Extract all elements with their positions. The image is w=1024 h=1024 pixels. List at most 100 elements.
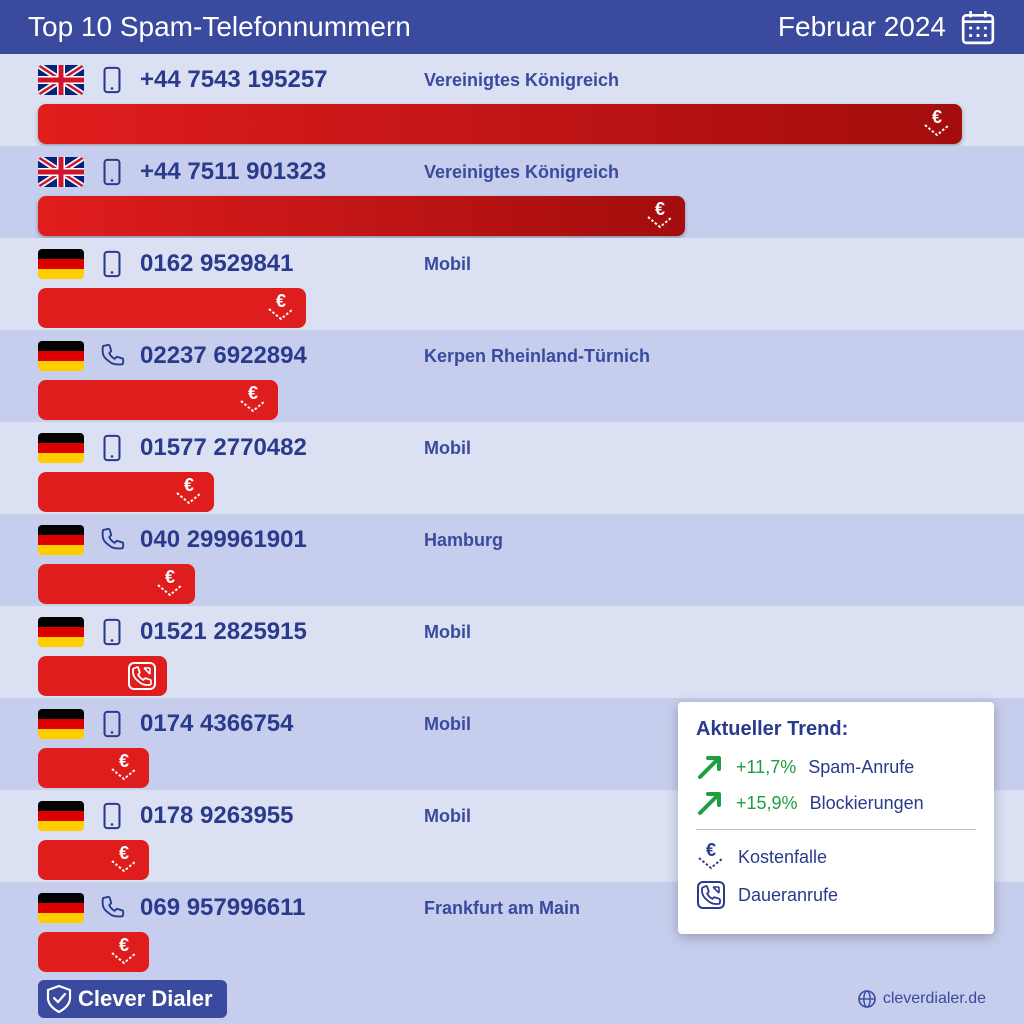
flag-gb-icon — [38, 157, 84, 187]
globe-icon — [857, 989, 877, 1009]
euro-marker-icon — [922, 109, 952, 139]
euro-marker-icon — [109, 845, 139, 875]
call-legend-icon — [696, 880, 726, 910]
bar-track — [38, 104, 962, 144]
trend-item: +11,7% Spam-Anrufe — [696, 753, 976, 781]
location-label: Vereinigtes Königreich — [424, 162, 619, 183]
spam-row: 0162 9529841 Mobil — [0, 238, 1024, 330]
landline-phone-icon — [98, 342, 126, 370]
trend-pct: +11,7% — [736, 757, 796, 778]
location-label: Frankfurt am Main — [424, 898, 580, 919]
legend-item: Daueranrufe — [696, 880, 976, 910]
trend-title: Aktueller Trend: — [696, 718, 976, 741]
euro-marker-icon — [155, 569, 185, 599]
phone-number: 040 299961901 — [140, 526, 400, 554]
legend-label: Kostenfalle — [738, 847, 827, 868]
flag-de-icon — [38, 801, 84, 831]
spam-bar — [38, 104, 962, 144]
mobile-phone-icon — [98, 802, 126, 830]
header: Top 10 Spam-Telefonnummern Februar 2024 — [0, 0, 1024, 54]
page-title: Top 10 Spam-Telefonnummern — [28, 11, 411, 43]
location-label: Mobil — [424, 622, 471, 643]
bar-track — [38, 472, 962, 512]
spam-row: 01521 2825915 Mobil — [0, 606, 1024, 698]
phone-number: 02237 6922894 — [140, 342, 400, 370]
location-label: Kerpen Rheinland-Türnich — [424, 346, 650, 367]
flag-de-icon — [38, 893, 84, 923]
euro-marker-icon — [109, 753, 139, 783]
mobile-phone-icon — [98, 618, 126, 646]
spam-bar — [38, 564, 195, 604]
spam-row: 02237 6922894 Kerpen Rheinland-Türnich — [0, 330, 1024, 422]
bar-track — [38, 656, 962, 696]
landline-phone-icon — [98, 526, 126, 554]
flag-de-icon — [38, 249, 84, 279]
phone-number: 069 957996611 — [140, 894, 400, 922]
bar-track — [38, 380, 962, 420]
calendar-icon — [960, 9, 996, 45]
trend-separator — [696, 829, 976, 830]
spam-bar — [38, 472, 214, 512]
flag-de-icon — [38, 341, 84, 371]
site-link: cleverdialer.de — [857, 989, 986, 1009]
bar-track — [38, 564, 962, 604]
mobile-phone-icon — [98, 250, 126, 278]
flag-de-icon — [38, 617, 84, 647]
header-month: Februar 2024 — [778, 9, 996, 45]
trend-item: +15,9% Blockierungen — [696, 789, 976, 817]
phone-number: +44 7511 901323 — [140, 158, 400, 186]
spam-row: 040 299961901 Hamburg — [0, 514, 1024, 606]
spam-bar — [38, 196, 685, 236]
spam-bar — [38, 288, 306, 328]
spam-bar — [38, 380, 278, 420]
brand-badge: Clever Dialer — [38, 980, 227, 1018]
flag-de-icon — [38, 433, 84, 463]
arrow-up-icon — [696, 753, 724, 781]
trend-label: Blockierungen — [810, 793, 924, 814]
spam-bar — [38, 748, 149, 788]
euro-marker-icon — [266, 293, 296, 323]
footer: Clever Dialer cleverdialer.de — [0, 974, 1024, 1024]
landline-phone-icon — [98, 894, 126, 922]
euro-marker-icon — [645, 201, 675, 231]
location-label: Vereinigtes Königreich — [424, 70, 619, 91]
spam-row: 01577 2770482 Mobil — [0, 422, 1024, 514]
phone-number: 01521 2825915 — [140, 618, 400, 646]
phone-number: +44 7543 195257 — [140, 66, 400, 94]
flag-de-icon — [38, 709, 84, 739]
euro-marker-icon — [174, 477, 204, 507]
euro-marker-icon — [109, 937, 139, 967]
flag-gb-icon — [38, 65, 84, 95]
mobile-phone-icon — [98, 434, 126, 462]
euro-marker-icon — [238, 385, 268, 415]
spam-bar — [38, 840, 149, 880]
phone-number: 0174 4366754 — [140, 710, 400, 738]
trend-box: Aktueller Trend: +11,7% Spam-Anrufe +15,… — [678, 702, 994, 934]
bar-track — [38, 288, 962, 328]
phone-number: 0162 9529841 — [140, 250, 400, 278]
spam-row: +44 7543 195257 Vereinigtes Königreich — [0, 54, 1024, 146]
euro-legend-icon — [696, 842, 726, 872]
phone-number: 0178 9263955 — [140, 802, 400, 830]
location-label: Mobil — [424, 438, 471, 459]
arrow-up-icon — [696, 789, 724, 817]
trend-pct: +15,9% — [736, 793, 798, 814]
month-label: Februar 2024 — [778, 11, 946, 43]
spam-bar — [38, 656, 167, 696]
spam-bar — [38, 932, 149, 972]
site-url: cleverdialer.de — [883, 990, 986, 1008]
mobile-phone-icon — [98, 66, 126, 94]
location-label: Mobil — [424, 254, 471, 275]
trend-label: Spam-Anrufe — [808, 757, 914, 778]
location-label: Hamburg — [424, 530, 503, 551]
location-label: Mobil — [424, 714, 471, 735]
brand-name: Clever Dialer — [78, 986, 213, 1012]
mobile-phone-icon — [98, 158, 126, 186]
bar-track — [38, 196, 962, 236]
legend-item: Kostenfalle — [696, 842, 976, 872]
spam-row: +44 7511 901323 Vereinigtes Königreich — [0, 146, 1024, 238]
shield-icon — [46, 984, 72, 1014]
phone-number: 01577 2770482 — [140, 434, 400, 462]
bar-track — [38, 932, 962, 972]
location-label: Mobil — [424, 806, 471, 827]
